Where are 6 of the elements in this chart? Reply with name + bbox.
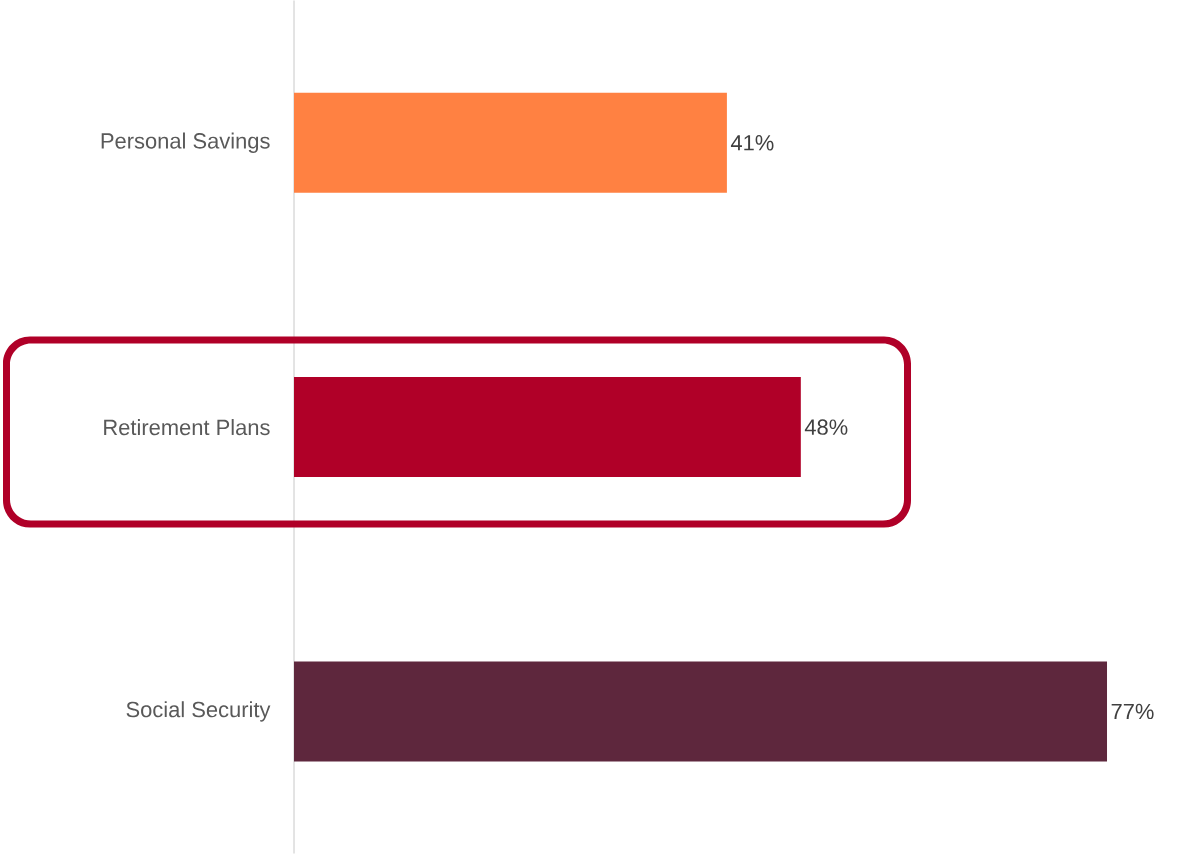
data-label: 48% — [804, 419, 848, 435]
y-tick-label: Retirement Plans — [104, 418, 270, 436]
data-label: 41% — [730, 135, 774, 151]
data-label: 77% — [1111, 703, 1154, 720]
y-tick-label: Social Security — [126, 701, 271, 722]
y-tick-label: Personal Savings — [101, 132, 270, 153]
